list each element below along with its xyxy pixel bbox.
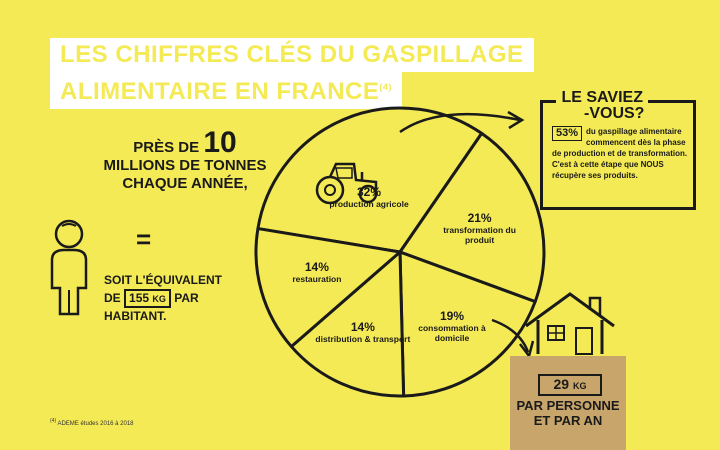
pie-label-value: 19% <box>440 308 465 323</box>
pie-label-value: 14% <box>304 259 329 274</box>
saviez-vous-body: 53% du gaspillage alimentaire commencent… <box>552 126 692 181</box>
equals-sign: = <box>136 224 152 254</box>
kg-value: 155 <box>129 291 150 305</box>
footnote: (4) ADEME études 2016 à 2018 <box>50 418 134 427</box>
pie-label-4: 14% restauration <box>267 260 367 284</box>
saviez-vous-percent: 53% <box>552 126 583 141</box>
tractor-icon <box>315 162 378 205</box>
pie-label-text: transformation du produit <box>443 224 516 245</box>
pie-label-text: restauration <box>292 273 342 284</box>
sack-kg-box: 29 KG <box>538 374 602 396</box>
footnote-marker: (4) <box>50 418 57 424</box>
pie-label-1: 21% transformation du produit <box>430 211 530 245</box>
sack-value: 29 <box>553 376 570 392</box>
pie-label-3: 14% distribution & transport <box>313 320 413 344</box>
pie-label-text: consommation à domicile <box>418 322 486 343</box>
sack-icon <box>510 356 626 450</box>
title-note-marker: (4) <box>379 82 392 92</box>
footnote-text: ADEME études 2016 à 2018 <box>57 421 134 427</box>
kg-per-habitant-box: 155 KG <box>124 289 171 308</box>
sack-text: PAR PERSONNE ET PAR AN <box>516 398 620 428</box>
pie-label-text: distribution & transport <box>315 334 411 345</box>
saviez-vous-title-2: -VOUS? <box>584 105 645 122</box>
pie-label-value: 21% <box>467 210 492 225</box>
house-icon <box>525 292 615 355</box>
person-icon <box>50 219 88 316</box>
saviez-vous-text: du gaspillage alimentaire commencent dès… <box>552 127 688 180</box>
equivalent-de: DE <box>104 291 121 305</box>
title-line-2-text: ALIMENTAIRE EN FRANCE <box>60 78 380 105</box>
equivalent-line-3: HABITANT. <box>104 309 167 323</box>
pie-label-2: 19% consommation à domicile <box>402 309 502 343</box>
equivalent-par: PAR <box>174 291 199 305</box>
headline: PRÈS DE 10 MILLIONS DE TONNES CHAQUE ANN… <box>100 128 270 193</box>
pie-label-value: 14% <box>350 320 375 335</box>
equivalent-line-1: SOIT L'ÉQUIVALENT <box>104 273 222 287</box>
title-line-1: LES CHIFFRES CLÉS DU GASPILLAGE <box>50 38 534 72</box>
headline-prefix: PRÈS DE <box>133 139 200 156</box>
headline-number: 10 <box>203 126 237 159</box>
kg-unit: KG <box>152 294 166 304</box>
title-line-2: ALIMENTAIRE EN FRANCE(4) <box>50 70 402 109</box>
sack-unit: KG <box>572 381 587 391</box>
headline-rest: MILLIONS DE TONNES CHAQUE ANNÉE, <box>103 157 267 192</box>
pie-label-text: production agricole <box>329 199 409 210</box>
saviez-vous-title-1: LE SAVIEZ <box>561 89 643 106</box>
equivalent-text: SOIT L'ÉQUIVALENT DE 155 KG PAR HABITANT… <box>104 272 222 325</box>
saviez-vous-title: LE SAVIEZ -VOUS? <box>556 89 649 122</box>
